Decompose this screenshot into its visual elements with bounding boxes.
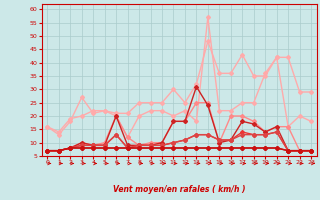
X-axis label: Vent moyen/en rafales ( km/h ): Vent moyen/en rafales ( km/h )	[113, 185, 245, 194]
